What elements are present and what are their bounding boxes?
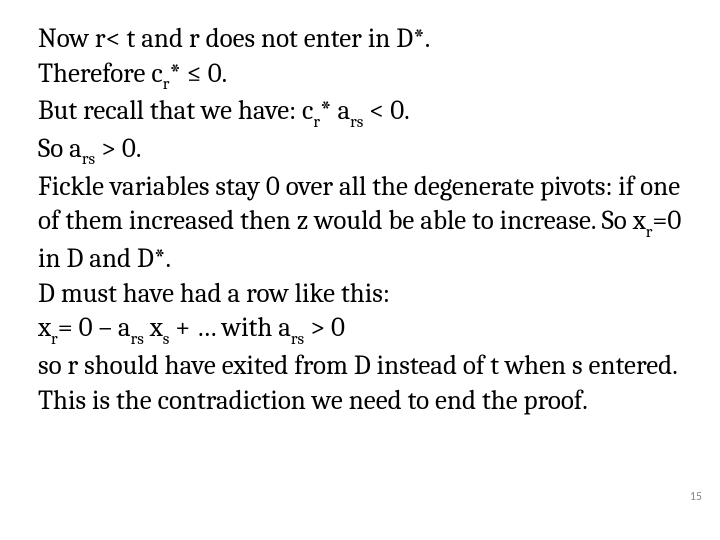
line-8: so r should have exited from D instead o… bbox=[38, 350, 678, 381]
line-1: Now r< t and r does not enter in D*. bbox=[38, 23, 430, 54]
line-2: Therefore cr* ≤ 0. bbox=[38, 58, 227, 89]
line-9: This is the contradiction we need to end… bbox=[38, 385, 588, 416]
line-5: Fickle variables stay 0 over all the deg… bbox=[38, 171, 681, 274]
body-text: Now r< t and r does not enter in D*. The… bbox=[38, 22, 682, 418]
page-number: 15 bbox=[690, 490, 702, 504]
line-7: xr= 0 – ars xs + … with ars > 0 bbox=[38, 312, 345, 343]
line-4: So ars > 0. bbox=[38, 133, 141, 164]
line-6: D must have had a row like this: bbox=[38, 278, 390, 309]
slide: Now r< t and r does not enter in D*. The… bbox=[0, 0, 720, 540]
line-3: But recall that we have: cr* ars < 0. bbox=[38, 95, 410, 126]
